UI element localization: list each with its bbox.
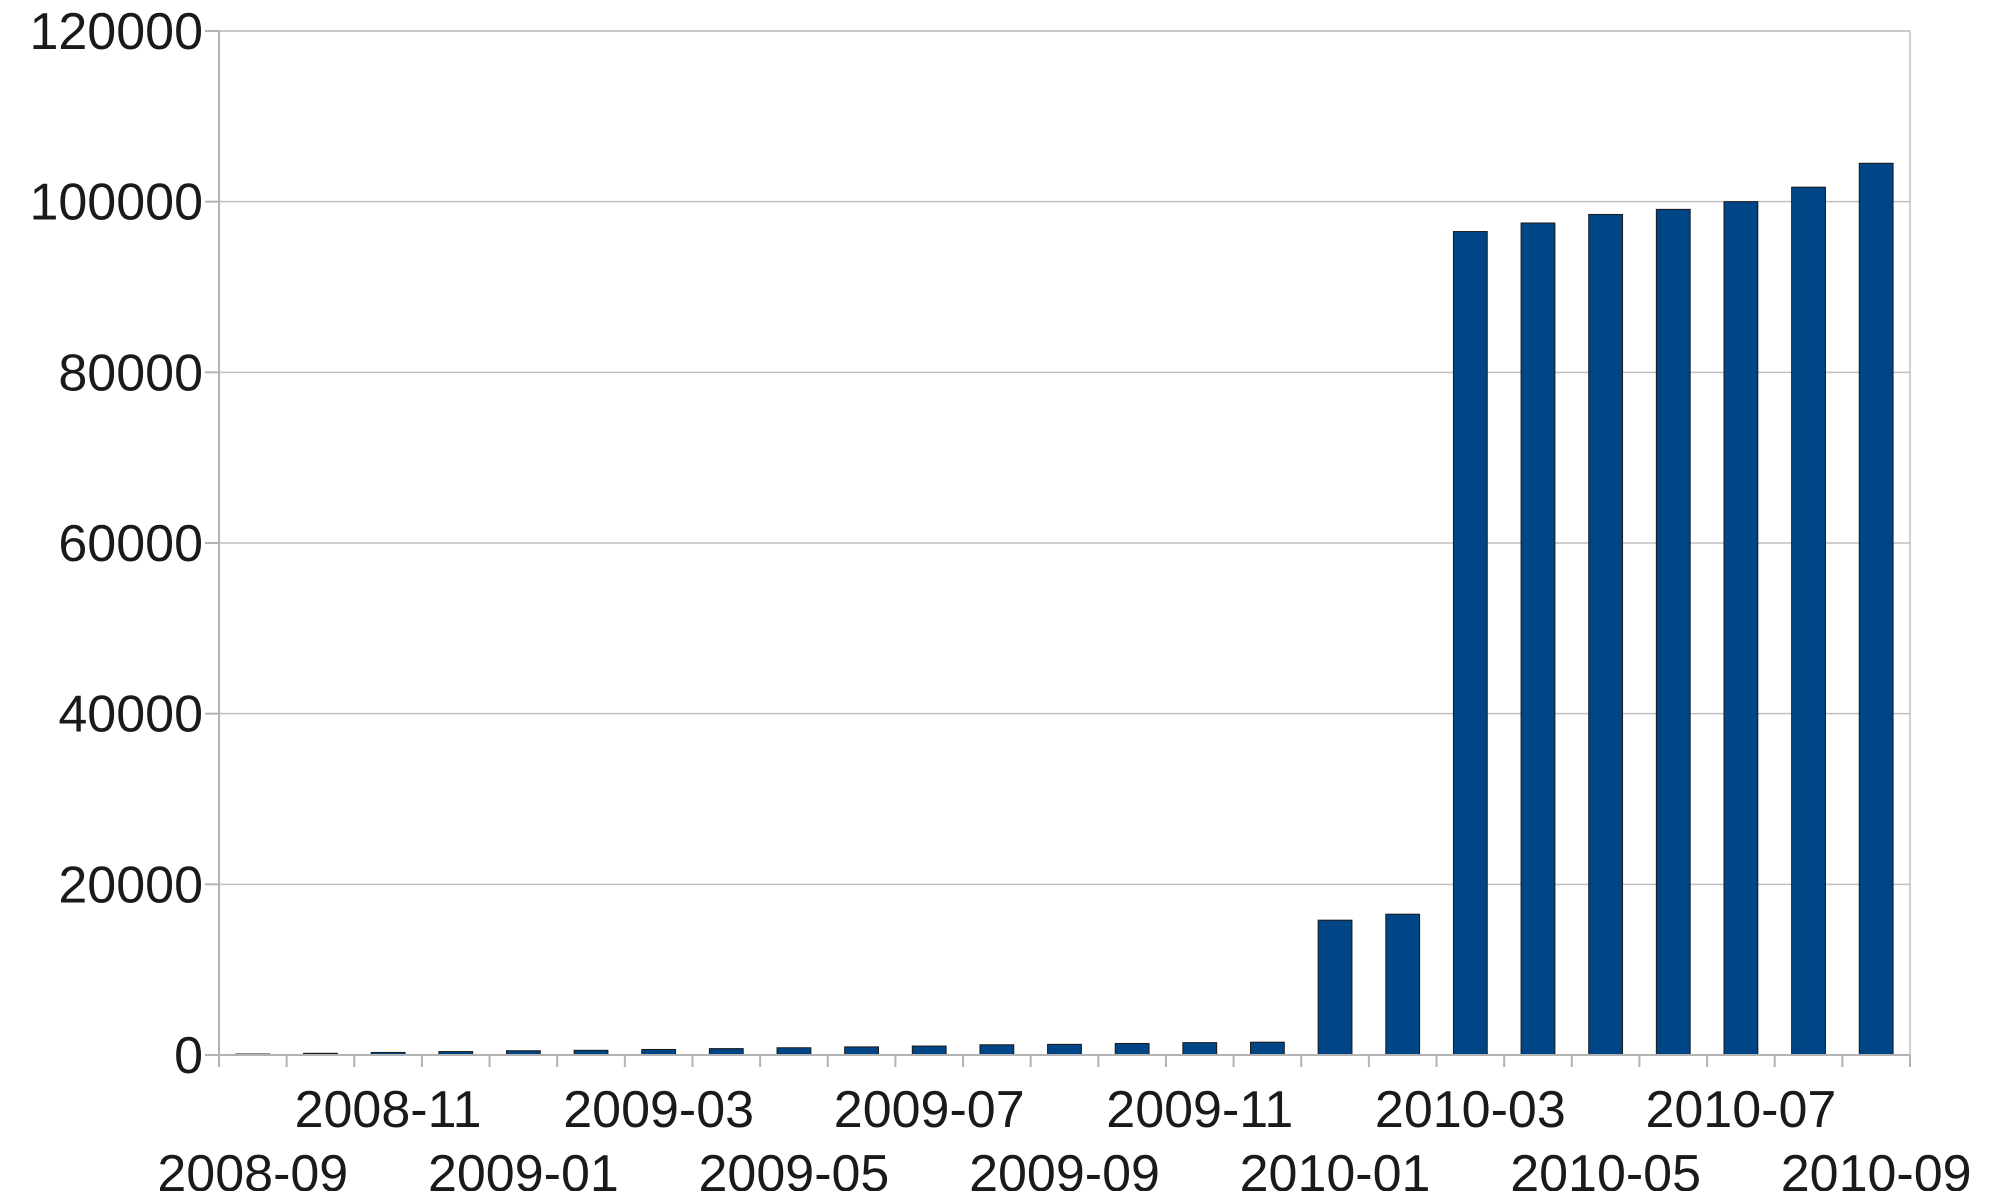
x-tick-label: 2008-09 — [157, 1145, 348, 1191]
x-tick-label: 2010-05 — [1510, 1145, 1701, 1191]
bar-2010-09 — [1858, 162, 1894, 1056]
bar-2009-09 — [1047, 1043, 1082, 1056]
bar-2009-07 — [911, 1045, 947, 1056]
bar-2010-02 — [1385, 913, 1421, 1056]
x-tick-label: 2010-03 — [1375, 1081, 1566, 1139]
x-tick-label: 2009-03 — [563, 1081, 754, 1139]
x-tick-label: 2010-09 — [1781, 1145, 1972, 1191]
bar-2009-11 — [1182, 1042, 1218, 1056]
y-tick-label: 100000 — [29, 174, 203, 232]
x-tick-labels: 2008-09 2008-11 2009-01 2009-03 2009-05 2009-… — [157, 1081, 1971, 1191]
y-tick-label: 0 — [174, 1027, 203, 1085]
bar-2010-03 — [1452, 231, 1488, 1056]
bar-2010-01 — [1317, 919, 1353, 1056]
bar-2010-08 — [1791, 186, 1826, 1056]
bar-2010-04 — [1520, 222, 1556, 1056]
bar-2010-05 — [1588, 213, 1624, 1056]
y-tick-label: 20000 — [58, 856, 203, 914]
x-tick-label: 2008-11 — [295, 1081, 482, 1139]
x-tick-label: 2009-07 — [834, 1081, 1025, 1139]
bar-2009-12 — [1250, 1041, 1285, 1056]
y-tick-label: 40000 — [58, 686, 203, 744]
x-tick-label: 2009-11 — [1106, 1081, 1293, 1139]
x-tick-label: 2009-05 — [699, 1145, 890, 1191]
x-tick-label: 2010-01 — [1240, 1145, 1431, 1191]
x-tick-label: 2010-07 — [1645, 1081, 1836, 1139]
y-tick-labels: 0 20000 40000 60000 80000 100000 120000 — [29, 3, 203, 1085]
bars — [235, 162, 1894, 1056]
y-tick-label: 60000 — [58, 515, 203, 573]
y-tick-label: 120000 — [29, 3, 203, 61]
x-tick-label: 2009-09 — [969, 1145, 1160, 1191]
bar-2009-10 — [1114, 1042, 1150, 1056]
y-tick-label: 80000 — [58, 344, 203, 402]
bar-2009-08 — [979, 1044, 1015, 1056]
bar-2010-07 — [1723, 201, 1759, 1056]
bar-2009-05 — [776, 1047, 812, 1056]
bar-2009-06 — [844, 1046, 879, 1056]
x-tick-label: 2009-01 — [428, 1145, 619, 1191]
axes — [205, 30, 1911, 1067]
bar-2010-06 — [1655, 208, 1691, 1056]
